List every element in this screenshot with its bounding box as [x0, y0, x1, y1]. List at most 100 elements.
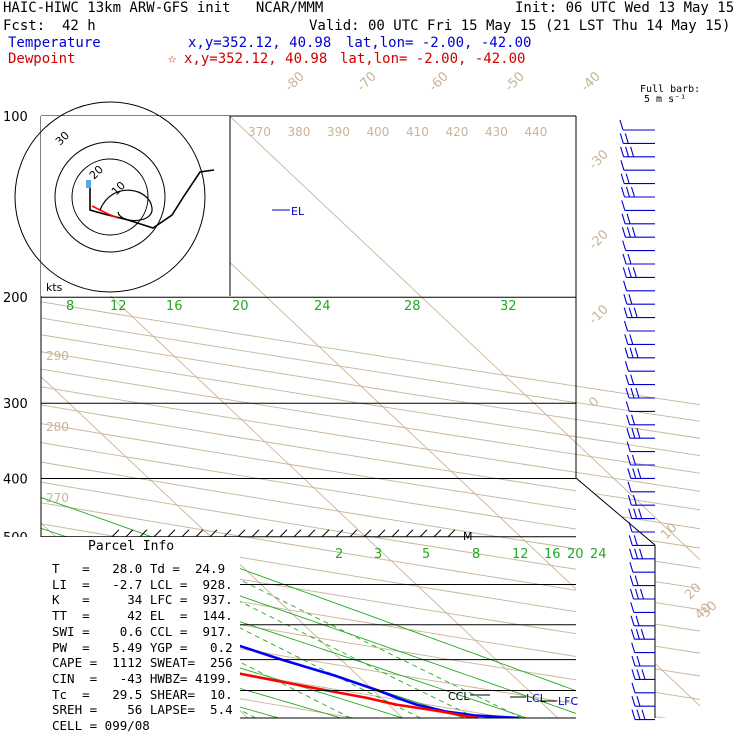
wind-barb-flag — [629, 548, 634, 559]
wind-barb-flag — [627, 481, 632, 492]
hatch-tick — [433, 529, 442, 538]
theta-label: 430 — [485, 125, 508, 139]
theta-label: 380 — [288, 125, 311, 139]
wind-barb-flag — [629, 334, 634, 345]
parcel-info-row: SREH = 56 LAPSE= 5.4 — [52, 702, 233, 718]
parcel-info-row: CELL = 099/08 — [52, 718, 150, 733]
parcel-info-row: SWI = 0.6 CCL = 917. — [52, 623, 233, 639]
hodograph-loop — [99, 189, 153, 222]
dry-adiabat-line — [41, 301, 700, 406]
theta-label: 400 — [367, 125, 390, 139]
hatch-tick — [209, 529, 218, 538]
hatch-tick — [139, 529, 148, 538]
wind-barb-flag — [637, 468, 642, 479]
parcel-info-panel: Parcel Info T = 28.0 Td = 24.9 LI = -2.7 … — [0, 537, 240, 733]
hatch-tick — [419, 529, 428, 538]
hatch-tick — [251, 529, 260, 538]
dry-adiabat-line — [41, 334, 700, 439]
dry-adiabat-line — [41, 502, 700, 610]
frame-diagonal — [575, 477, 656, 546]
wind-barb-flag — [626, 227, 631, 238]
isotherm-label: -50 — [502, 69, 528, 95]
wind-barb-flag — [631, 414, 636, 425]
init-time: Init: 06 UTC Wed 13 May 15 — [515, 0, 735, 16]
dry-adiabat-line — [41, 523, 700, 632]
hatch-tick — [335, 529, 344, 538]
parcel-info-row: LI = -2.7 LCL = 928. — [52, 576, 233, 592]
wind-barb-flag — [631, 709, 636, 720]
isotherm-label: -10 — [586, 302, 612, 328]
wind-barb-flag — [634, 575, 639, 586]
theta-label: 280 — [46, 420, 69, 434]
ccl-label: CCL — [448, 690, 470, 703]
wind-barb-flag — [636, 669, 641, 680]
temperature-profile — [41, 584, 520, 718]
hatch-tick — [307, 529, 316, 538]
parcel-info-row: Tc = 29.5 SHEAR= 10. — [52, 686, 233, 702]
hatch-tick — [363, 529, 372, 538]
mixing-ratio-label: 20 — [567, 547, 584, 562]
wind-barb-flag — [635, 387, 640, 399]
wind-barb-flag — [624, 361, 629, 372]
wind-barb-flag — [628, 307, 633, 318]
lfc-label: LFC — [558, 695, 578, 708]
mixing-ratio-label: 28 — [404, 299, 421, 314]
wind-barb-flag — [625, 374, 630, 385]
hodograph-ring — [71, 158, 149, 236]
wind-barb-flag — [632, 267, 637, 278]
hatch-tick — [265, 529, 274, 538]
hatch-tick — [111, 529, 120, 538]
wind-barb-flag — [619, 133, 624, 144]
wind-barb-flag — [631, 642, 636, 653]
dewpoint-profile — [41, 632, 479, 718]
wind-barb-flag — [630, 602, 635, 613]
wind-barb-flag — [627, 267, 632, 278]
wind-barb-flag — [629, 347, 634, 358]
dry-adiabat-line — [41, 351, 700, 456]
pressure-tick-label: 300 — [3, 397, 28, 412]
wind-barb-flag — [630, 615, 635, 626]
mixing-ratio-label: 2 — [335, 547, 343, 562]
wind-barb-flag — [625, 387, 630, 399]
hatch-tick — [223, 529, 232, 538]
dewpoint-latlon: lat,lon= -2.00, -42.00 — [340, 51, 526, 67]
wind-barb-flag — [622, 253, 627, 265]
wind-barb-flag — [633, 535, 638, 546]
hodograph-start-marker — [86, 180, 91, 188]
hatch-tick — [237, 529, 246, 538]
wind-barb-flag — [628, 294, 633, 305]
moist-adiabat-line — [41, 609, 403, 718]
dewpoint-legend: Dewpoint — [8, 51, 76, 67]
wind-barb-flag — [621, 213, 626, 224]
mixing-ratio-label: 8 — [472, 547, 480, 562]
wind-barb-flag — [630, 387, 635, 399]
wind-barb-flag — [631, 454, 637, 466]
isotherm-line — [229, 116, 700, 561]
parcel-info-row: PW = 5.49 YGP = 0.2 — [52, 639, 233, 655]
wind-barb-flag — [640, 629, 645, 640]
dry-adiabat-line — [41, 638, 512, 718]
wind-barb-flag — [627, 253, 632, 265]
wind-barb-flag — [629, 575, 634, 586]
wind-barb-flag — [626, 428, 631, 439]
mixing-ratio-label: 24 — [590, 547, 607, 562]
theta-label: 420 — [446, 125, 469, 139]
hatch-tick — [293, 529, 302, 538]
theta-label: 440 — [525, 125, 548, 139]
theta-label: 410 — [406, 125, 429, 139]
theta-label: 290 — [46, 349, 69, 363]
wind-barb-flag — [631, 655, 636, 667]
wind-barb-flag — [631, 428, 636, 439]
hatch-tick — [125, 529, 134, 538]
wind-barb-flag — [633, 307, 638, 318]
wind-barb-flag — [639, 588, 645, 600]
wind-barb-flag — [626, 213, 631, 224]
temperature-legend: Temperature — [8, 35, 101, 51]
wind-barb-flag — [630, 629, 635, 640]
temperature-xy: x,y=352.12, 40.98 — [188, 35, 332, 51]
wind-barb-flag — [628, 521, 633, 533]
wind-barb-flag — [628, 535, 633, 546]
mixing-ratio-label: 8 — [66, 299, 74, 314]
wind-barb-flag — [628, 508, 633, 519]
wind-barb-flag — [627, 468, 632, 479]
